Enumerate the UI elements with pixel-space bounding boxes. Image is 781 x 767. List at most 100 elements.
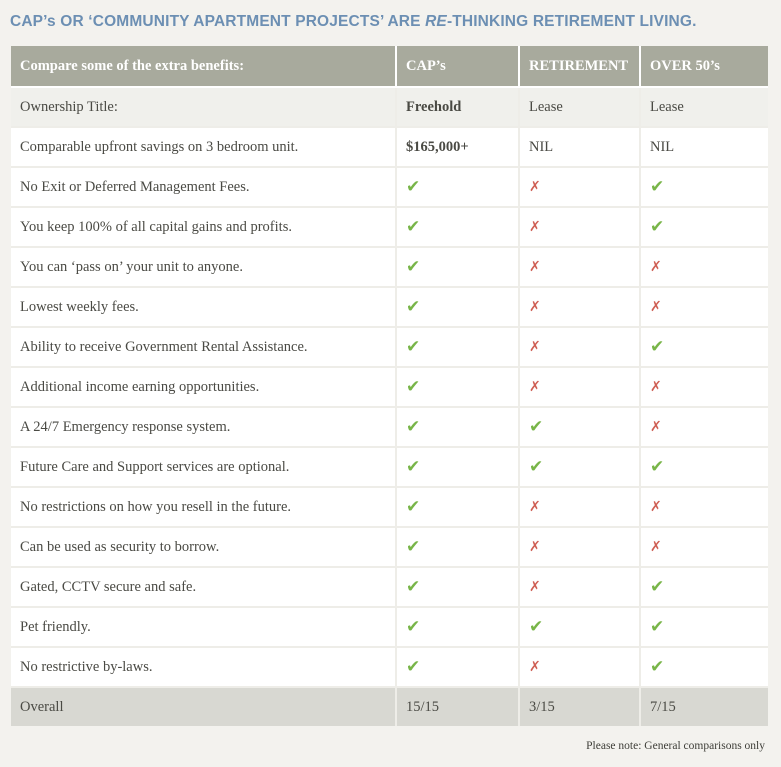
cross-icon: ✗ xyxy=(529,498,541,515)
cell-over-50s: ✔ xyxy=(640,607,768,648)
cross-icon: ✗ xyxy=(529,658,541,675)
cell-over-50s: ✔ xyxy=(640,647,768,688)
check-icon: ✔ xyxy=(529,617,544,637)
cross-icon: ✗ xyxy=(650,418,662,435)
row-label: No restrictions on how you resell in the… xyxy=(11,487,397,528)
header-over-50s: OVER 50’s xyxy=(640,46,768,88)
overall-retirement: 3/15 xyxy=(519,687,641,726)
ownership-caps: Freehold xyxy=(396,87,520,128)
check-icon: ✔ xyxy=(406,497,421,517)
row-label: Pet friendly. xyxy=(11,607,397,648)
title-prefix: CAP’s OR ‘COMMUNITY APARTMENT PROJECTS’ … xyxy=(10,13,426,30)
check-icon: ✔ xyxy=(650,337,665,357)
cross-icon: ✗ xyxy=(529,218,541,235)
row-label: Future Care and Support services are opt… xyxy=(11,447,397,488)
cross-icon: ✗ xyxy=(529,378,541,395)
row-label: Lowest weekly fees. xyxy=(11,287,397,328)
cell-over-50s: ✔ xyxy=(640,567,768,608)
check-icon: ✔ xyxy=(406,297,421,317)
cell-caps: ✔ xyxy=(396,527,520,568)
check-icon: ✔ xyxy=(406,257,421,277)
cross-icon: ✗ xyxy=(529,538,541,555)
table-row: Gated, CCTV secure and safe. ✔ ✗ ✔ xyxy=(11,567,768,608)
cross-icon: ✗ xyxy=(529,338,541,355)
row-label: No Exit or Deferred Management Fees. xyxy=(11,167,397,208)
table-row: No restrictions on how you resell in the… xyxy=(11,487,768,528)
overall-row: Overall 15/15 3/15 7/15 xyxy=(11,687,768,726)
cell-retirement: ✗ xyxy=(519,167,641,208)
header-retirement: RETIREMENT xyxy=(519,46,641,88)
cross-icon: ✗ xyxy=(650,298,662,315)
cell-over-50s: ✗ xyxy=(640,527,768,568)
cross-icon: ✗ xyxy=(650,258,662,275)
table-row: You keep 100% of all capital gains and p… xyxy=(11,207,768,248)
savings-retirement: NIL xyxy=(519,127,641,168)
cell-retirement: ✗ xyxy=(519,207,641,248)
row-label: Ability to receive Government Rental Ass… xyxy=(11,327,397,368)
savings-row: Comparable upfront savings on 3 bedroom … xyxy=(11,127,768,168)
cell-caps: ✔ xyxy=(396,167,520,208)
check-icon: ✔ xyxy=(650,657,665,677)
overall-caps: 15/15 xyxy=(396,687,520,726)
row-label: Comparable upfront savings on 3 bedroom … xyxy=(11,127,397,168)
cell-retirement: ✔ xyxy=(519,407,641,448)
cell-retirement: ✗ xyxy=(519,567,641,608)
ownership-retirement: Lease xyxy=(519,87,641,128)
row-label: Can be used as security to borrow. xyxy=(11,527,397,568)
cell-caps: ✔ xyxy=(396,247,520,288)
row-label: Additional income earning opportunities. xyxy=(11,367,397,408)
cell-over-50s: ✗ xyxy=(640,367,768,408)
cell-caps: ✔ xyxy=(396,407,520,448)
cross-icon: ✗ xyxy=(650,538,662,555)
table-row: Ability to receive Government Rental Ass… xyxy=(11,327,768,368)
row-label: Gated, CCTV secure and safe. xyxy=(11,567,397,608)
overall-label: Overall xyxy=(11,687,397,726)
check-icon: ✔ xyxy=(650,617,665,637)
cell-caps: ✔ xyxy=(396,207,520,248)
cell-retirement: ✗ xyxy=(519,327,641,368)
cross-icon: ✗ xyxy=(529,298,541,315)
table-row: Pet friendly. ✔ ✔ ✔ xyxy=(11,607,768,648)
table-row: Additional income earning opportunities.… xyxy=(11,367,768,408)
cell-over-50s: ✔ xyxy=(640,327,768,368)
header-benefits: Compare some of the extra benefits: xyxy=(11,46,397,88)
check-icon: ✔ xyxy=(406,217,421,237)
row-label: Ownership Title: xyxy=(11,87,397,128)
cross-icon: ✗ xyxy=(529,258,541,275)
check-icon: ✔ xyxy=(406,457,421,477)
table-row: A 24/7 Emergency response system. ✔ ✔ ✗ xyxy=(11,407,768,448)
cross-icon: ✗ xyxy=(650,498,662,515)
check-icon: ✔ xyxy=(650,177,665,197)
cell-over-50s: ✗ xyxy=(640,487,768,528)
table-row: No restrictive by-laws. ✔ ✗ ✔ xyxy=(11,647,768,688)
table-row: You can ‘pass on’ your unit to anyone. ✔ ✗… xyxy=(11,247,768,288)
check-icon: ✔ xyxy=(406,177,421,197)
table-row: Future Care and Support services are opt… xyxy=(11,447,768,488)
page-title: CAP’s OR ‘COMMUNITY APARTMENT PROJECTS’ … xyxy=(10,13,697,31)
cell-caps: ✔ xyxy=(396,647,520,688)
row-label: A 24/7 Emergency response system. xyxy=(11,407,397,448)
row-label: You can ‘pass on’ your unit to anyone. xyxy=(11,247,397,288)
savings-caps: $165,000+ xyxy=(396,127,520,168)
check-icon: ✔ xyxy=(650,577,665,597)
cell-caps: ✔ xyxy=(396,567,520,608)
check-icon: ✔ xyxy=(529,457,544,477)
cross-icon: ✗ xyxy=(650,378,662,395)
ownership-row: Ownership Title: Freehold Lease Lease xyxy=(11,87,768,128)
cell-caps: ✔ xyxy=(396,447,520,488)
check-icon: ✔ xyxy=(406,337,421,357)
table-header-row: Compare some of the extra benefits: CAP’… xyxy=(11,46,768,88)
cell-retirement: ✗ xyxy=(519,527,641,568)
table-row: No Exit or Deferred Management Fees. ✔ ✗ ✔ xyxy=(11,167,768,208)
table-row: Lowest weekly fees. ✔ ✗ ✗ xyxy=(11,287,768,328)
check-icon: ✔ xyxy=(650,457,665,477)
row-label: You keep 100% of all capital gains and p… xyxy=(11,207,397,248)
overall-over-50s: 7/15 xyxy=(640,687,768,726)
cell-retirement: ✗ xyxy=(519,647,641,688)
cross-icon: ✗ xyxy=(529,178,541,195)
check-icon: ✔ xyxy=(406,377,421,397)
cell-retirement: ✗ xyxy=(519,367,641,408)
check-icon: ✔ xyxy=(529,417,544,437)
cell-over-50s: ✔ xyxy=(640,207,768,248)
check-icon: ✔ xyxy=(406,617,421,637)
